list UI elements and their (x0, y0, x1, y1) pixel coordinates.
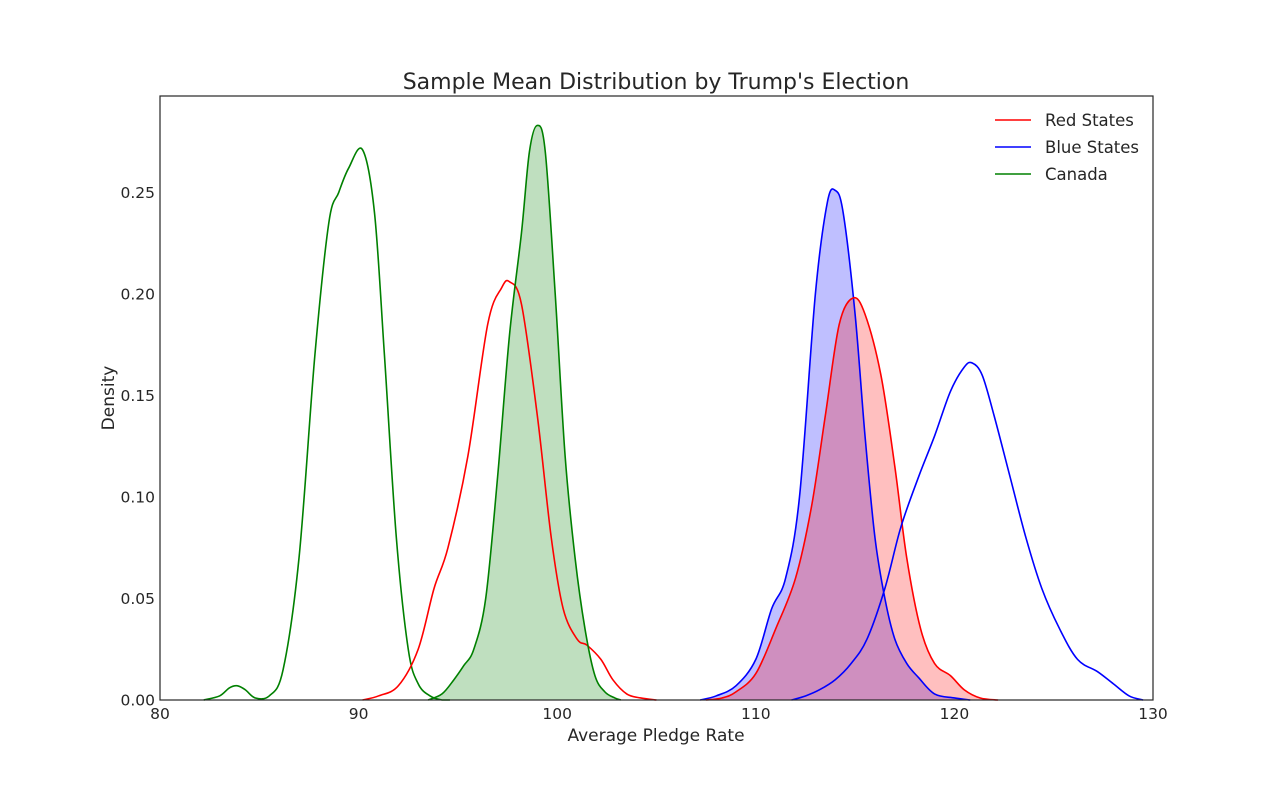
series-line-red-states-4 (706, 296, 999, 701)
y-tick-label-0.25: 0.25 (120, 184, 155, 202)
x-tick-label-120: 120 (940, 705, 970, 723)
series-area-red-states-4 (706, 297, 999, 700)
y-axis-ticks: 0.00 0.05 0.10 0.15 0.20 0.25 (120, 184, 155, 710)
series-area-canada-2 (428, 125, 621, 701)
series-line-blue-states-5 (791, 361, 1144, 701)
chart-title: Sample Mean Distribution by Trump's Elec… (403, 70, 910, 95)
y-tick-label-0.15: 0.15 (120, 387, 155, 405)
x-axis-label: Average Pledge Rate (567, 726, 744, 746)
plot-frame (159, 95, 1154, 701)
legend-label-red-states: Red States (1045, 111, 1134, 130)
series-line-blue-states-3 (699, 188, 971, 701)
series-line-red-states-1 (362, 279, 657, 701)
series-layer (203, 124, 1144, 701)
y-axis-label: Density (99, 366, 119, 431)
x-tick-label-80: 80 (150, 705, 170, 723)
legend: Red States Blue States Canada (995, 111, 1139, 184)
legend-label-canada: Canada (1045, 165, 1108, 184)
y-tick-label-0.20: 0.20 (120, 285, 155, 303)
x-tick-label-90: 90 (349, 705, 369, 723)
legend-label-blue-states: Blue States (1045, 138, 1139, 157)
y-tick-label-0.10: 0.10 (120, 488, 155, 506)
x-tick-label-100: 100 (542, 705, 572, 723)
y-tick-label-0.00: 0.00 (120, 692, 155, 710)
x-tick-label-130: 130 (1138, 705, 1168, 723)
x-axis-ticks: 80 90 100 110 120 130 (150, 705, 1168, 723)
x-tick-label-110: 110 (741, 705, 771, 723)
y-tick-label-0.05: 0.05 (120, 590, 155, 608)
series-line-canada-0 (203, 147, 450, 701)
series-line-canada-2 (427, 124, 622, 701)
series-area-blue-states-3 (700, 188, 971, 700)
